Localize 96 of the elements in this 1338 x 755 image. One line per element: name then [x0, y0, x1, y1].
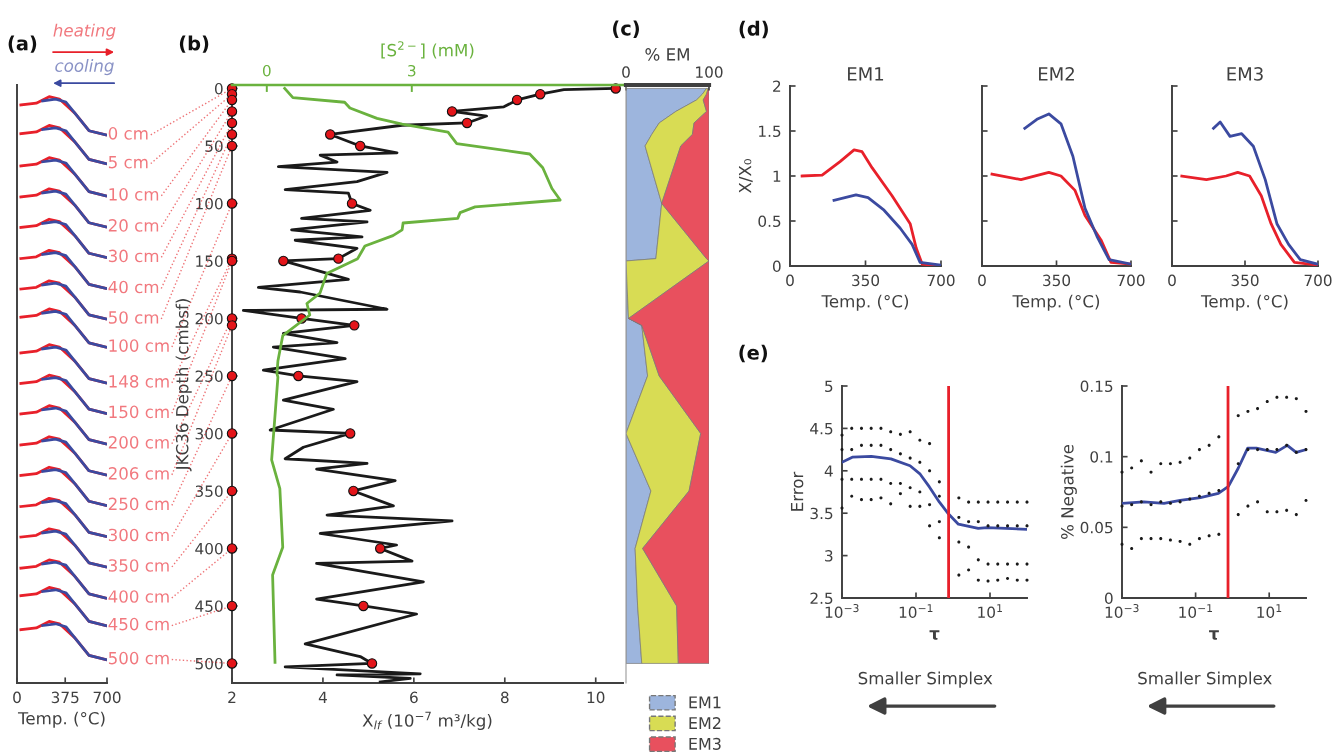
chart-title: EM2 — [1039, 67, 1074, 81]
text: 150 cm — [109, 405, 169, 419]
y-axis-title: % Negative — [1060, 444, 1077, 540]
x-tick-label: 700 — [93, 691, 121, 704]
y-tick-label: 2 — [773, 80, 781, 92]
x-tick-label: 10$^{−3}$ — [1105, 604, 1139, 619]
y-tick-label: 4 — [824, 465, 833, 477]
x-tick-label: 6 — [410, 691, 418, 704]
y-tick-label: 0.05 — [1080, 521, 1113, 534]
x-tick-label: 375 — [51, 691, 79, 704]
x-tick-label: 8 — [500, 691, 509, 704]
y-tick-label: 500 — [195, 657, 223, 670]
text: Smaller Simplex — [858, 671, 993, 688]
text: (e) — [739, 344, 768, 363]
y-tick-label: 300 — [195, 427, 223, 440]
y-tick-label: 0.15 — [1080, 380, 1113, 393]
x-tick-label: 350 — [1231, 274, 1259, 287]
y-tick-label: 100 — [196, 197, 223, 210]
text: 200 cm — [108, 436, 169, 449]
x2-axis-title: [S$^{2−}$] (mM) — [381, 41, 474, 59]
text: 300 cm — [108, 528, 169, 542]
x-tick-label: 350 — [1043, 274, 1071, 287]
y-tick-label: 350 — [195, 485, 223, 497]
text: Smaller Simplex — [1138, 671, 1272, 688]
x-axis-title: τ — [1209, 630, 1219, 640]
chart-title: (c) — [613, 20, 639, 38]
chart-title: EM1 — [848, 67, 884, 81]
x-tick-label: 2 — [228, 691, 236, 703]
text: 10 cm — [109, 188, 159, 201]
text: 400 cm — [108, 590, 169, 603]
text: 50 cm — [108, 311, 159, 324]
x-tick-label: 350 — [852, 274, 880, 287]
y-tick-label: 3.5 — [810, 507, 833, 520]
text: 500 cm — [108, 651, 169, 665]
y-tick-label: 0.5 — [758, 215, 781, 228]
y-tick-label: 3 — [825, 550, 833, 562]
text: 350 cm — [108, 559, 169, 572]
x-tick-label: 700 — [1304, 274, 1332, 287]
chart-title: (b) — [179, 35, 209, 53]
x-tick-label: 0 — [13, 691, 21, 704]
x-tick-label: 4 — [318, 691, 327, 703]
y-tick-label: 0 — [1104, 592, 1113, 605]
y-tick-label: 50 — [205, 140, 223, 152]
x2-tick-label: 3 — [408, 64, 416, 77]
x-axis-title: X$_{lf}$ (10$^{−7}$ m³/kg) — [362, 711, 492, 731]
y-tick-label: 200 — [195, 312, 223, 325]
y-tick-label: 250 — [195, 370, 223, 382]
y-tick-label: 0.1 — [1090, 451, 1113, 463]
text: 250 cm — [108, 497, 169, 511]
y-axis-title: X/X₀ — [738, 159, 753, 194]
x-axis-title: Temp. (°C) — [1012, 294, 1100, 311]
x-tick-label: 10 — [587, 691, 605, 704]
text: 40 cm — [108, 280, 159, 294]
x-tick-label: 700 — [1117, 274, 1145, 287]
x-tick-label: 10$^{−1}$ — [1179, 604, 1213, 619]
text: cooling — [55, 58, 114, 76]
y-tick-label: 1.5 — [759, 125, 781, 138]
text: 100 cm — [109, 339, 169, 352]
x-tick-label: 0 — [1168, 274, 1176, 287]
legend-label: EM3 — [689, 737, 721, 750]
text: 30 cm — [108, 249, 159, 263]
y-tick-label: 1 — [773, 170, 781, 182]
x-axis-title: Temp. (°C) — [17, 711, 105, 728]
x-tick-label: 10$^{−1}$ — [899, 604, 933, 619]
x-tick-label: 700 — [927, 274, 955, 287]
y-tick-label: 4.5 — [810, 423, 833, 435]
x-axis-title: Temp. (°C) — [821, 294, 909, 311]
x-axis-title: τ — [929, 630, 940, 640]
text: 206 cm — [108, 467, 169, 480]
x-axis-title: Temp. (°C) — [1200, 294, 1288, 311]
x-tick-label: 10$^{−3}$ — [825, 604, 859, 619]
y-axis-title: Error — [790, 471, 804, 511]
chart-title: EM3 — [1227, 67, 1263, 81]
text: heating — [53, 23, 116, 40]
y-tick-label: 0 — [214, 82, 223, 95]
x-tick-label: 10$^{1}$ — [978, 604, 1002, 619]
text: 450 cm — [108, 617, 169, 631]
legend-label: EM1 — [689, 696, 721, 709]
text: 148 cm — [109, 375, 169, 388]
y-tick-label: 150 — [196, 255, 223, 267]
x-axis-title: % EM — [645, 48, 689, 61]
x-tick-label: 0 — [978, 274, 986, 287]
text: 0 cm — [108, 127, 148, 140]
text: (d) — [739, 20, 768, 39]
y-tick-label: 400 — [195, 542, 223, 555]
legend-label: EM2 — [689, 717, 721, 729]
y-axis-title: JKC36 Depth (cmbsf) — [175, 299, 192, 472]
y-tick-label: 2.5 — [810, 592, 833, 605]
y-tick-label: 450 — [195, 600, 223, 612]
x-tick-label: 10$^{1}$ — [1257, 604, 1282, 619]
y-tick-label: 5 — [825, 380, 833, 393]
y-tick-label: 0 — [772, 260, 781, 273]
text: 20 cm — [108, 219, 159, 232]
x-tick-label: 0 — [786, 274, 794, 287]
chart-title: (a) — [8, 35, 37, 53]
text: 5 cm — [108, 156, 148, 169]
